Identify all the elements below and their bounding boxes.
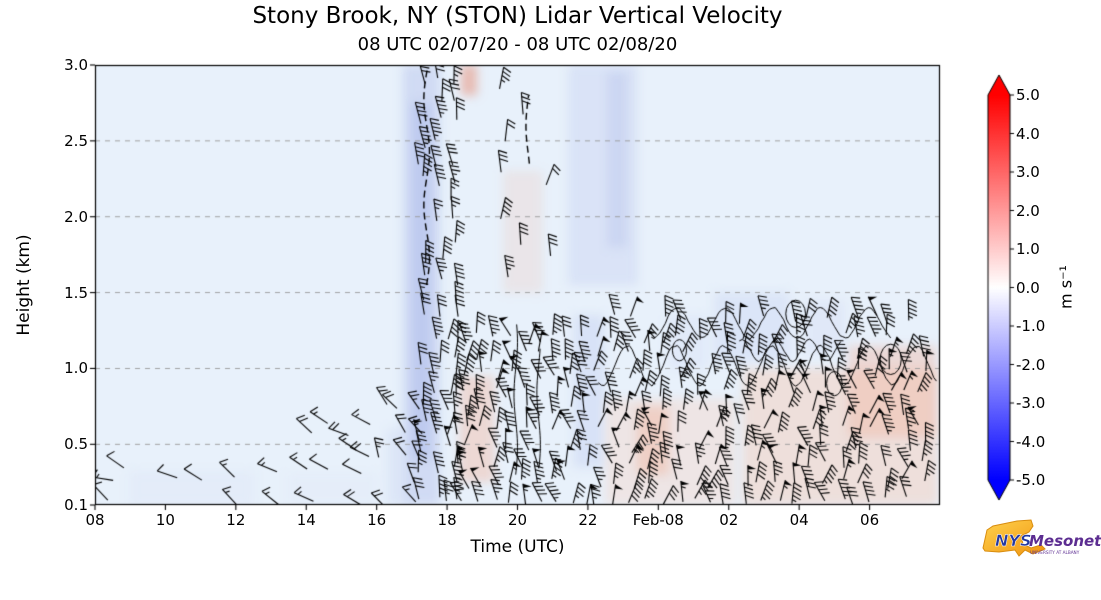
- x-tick-label: 12: [226, 511, 246, 529]
- chart-subtitle: 08 UTC 02/07/20 - 08 UTC 02/08/20: [357, 34, 678, 55]
- nys-mesonet-logo: NYS Mesonet UNIVERSITY AT ALBANY: [982, 519, 1101, 557]
- y-tick-label: 0.1: [64, 496, 88, 514]
- x-tick-label: 14: [296, 511, 316, 529]
- colorbar-label: m s⁻¹: [1056, 265, 1076, 309]
- y-axis-label: Height (km): [14, 234, 34, 336]
- x-tick-label: 22: [578, 511, 598, 529]
- logo-text-university: UNIVERSITY AT ALBANY: [1030, 550, 1080, 555]
- colorbar-tick-label: 3.0: [1016, 163, 1040, 181]
- colorbar-tick-label: -1.0: [1016, 317, 1046, 335]
- x-tick-label: 06: [860, 511, 880, 529]
- logo-text-nys: NYS: [995, 531, 1032, 550]
- colorbar-tick-label: 5.0: [1016, 86, 1040, 104]
- colorbar-tick-label: 2.0: [1016, 201, 1040, 220]
- colorbar-tick-label: -4.0: [1016, 432, 1046, 451]
- x-tick-label: Feb-08: [632, 511, 684, 529]
- colorbar-tick-label: 4.0: [1016, 124, 1040, 143]
- y-tick-label: 1.5: [64, 283, 88, 302]
- y-tick-label: 2.5: [64, 131, 88, 150]
- y-tick-label: 0.5: [64, 435, 88, 454]
- ny-state-shape-icon: [982, 519, 1046, 557]
- x-tick-label: 16: [367, 511, 387, 529]
- x-axis-label: Time (UTC): [470, 537, 565, 557]
- x-tick-label: 04: [789, 511, 809, 529]
- chart-title: Stony Brook, NY (STON) Lidar Vertical Ve…: [252, 3, 783, 29]
- y-tick-label: 1.0: [64, 359, 88, 378]
- colorbar-tick-label: 0.0: [1016, 278, 1040, 297]
- x-tick-label: 08: [85, 511, 105, 529]
- y-tick-label: 3.0: [64, 56, 88, 74]
- x-tick-label: 02: [719, 511, 739, 529]
- colorbar-tick-label: -3.0: [1016, 394, 1046, 412]
- x-tick-label: 18: [437, 511, 457, 529]
- x-tick-label: 20: [507, 511, 528, 529]
- y-tick-label: 2.0: [64, 207, 88, 226]
- x-tick-label: 10: [155, 511, 175, 529]
- colorbar-tick-label: -2.0: [1016, 355, 1046, 374]
- logo-text-mesonet: Mesonet: [1029, 532, 1101, 550]
- colorbar-tick-label: 1.0: [1016, 240, 1040, 258]
- colorbar-tick-label: -5.0: [1016, 471, 1046, 489]
